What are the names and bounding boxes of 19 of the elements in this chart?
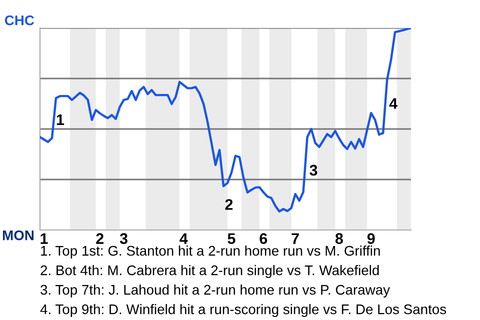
annotation: 4 — [389, 98, 398, 109]
x-tick-label: 5 — [228, 233, 236, 244]
annotation: 3 — [310, 164, 318, 176]
text: 4. Top 9th: D. Winfield hit a run-scoring single vs F. De Los Santos — [40, 304, 446, 317]
annotation: 1 — [56, 114, 64, 125]
text: 1. Top 1st: G. Stanton hit a 2-run home run vs M. Griffin — [41, 246, 380, 258]
x-tick-label: 9 — [367, 233, 375, 244]
text: 3. Top 7th: J. Lahoud hit a 2-run home run vs P. Caraway — [40, 284, 390, 298]
annotation: 2 — [225, 199, 233, 210]
x-tick-label: 6 — [260, 233, 268, 244]
text: 2. Bot 4th: M. Cabrera hit a 2-run single vs T. Wakefield — [40, 265, 379, 278]
x-tick-label: 8 — [335, 233, 343, 244]
text: MON — [2, 230, 34, 240]
text: CHC — [4, 15, 34, 26]
x-tick-label: 3 — [120, 233, 128, 244]
x-tick-label: 7 — [292, 233, 299, 244]
x-tick-label: 2 — [96, 233, 104, 244]
x-tick-label: 1 — [40, 233, 48, 244]
x-tick-label: 4 — [180, 233, 188, 244]
